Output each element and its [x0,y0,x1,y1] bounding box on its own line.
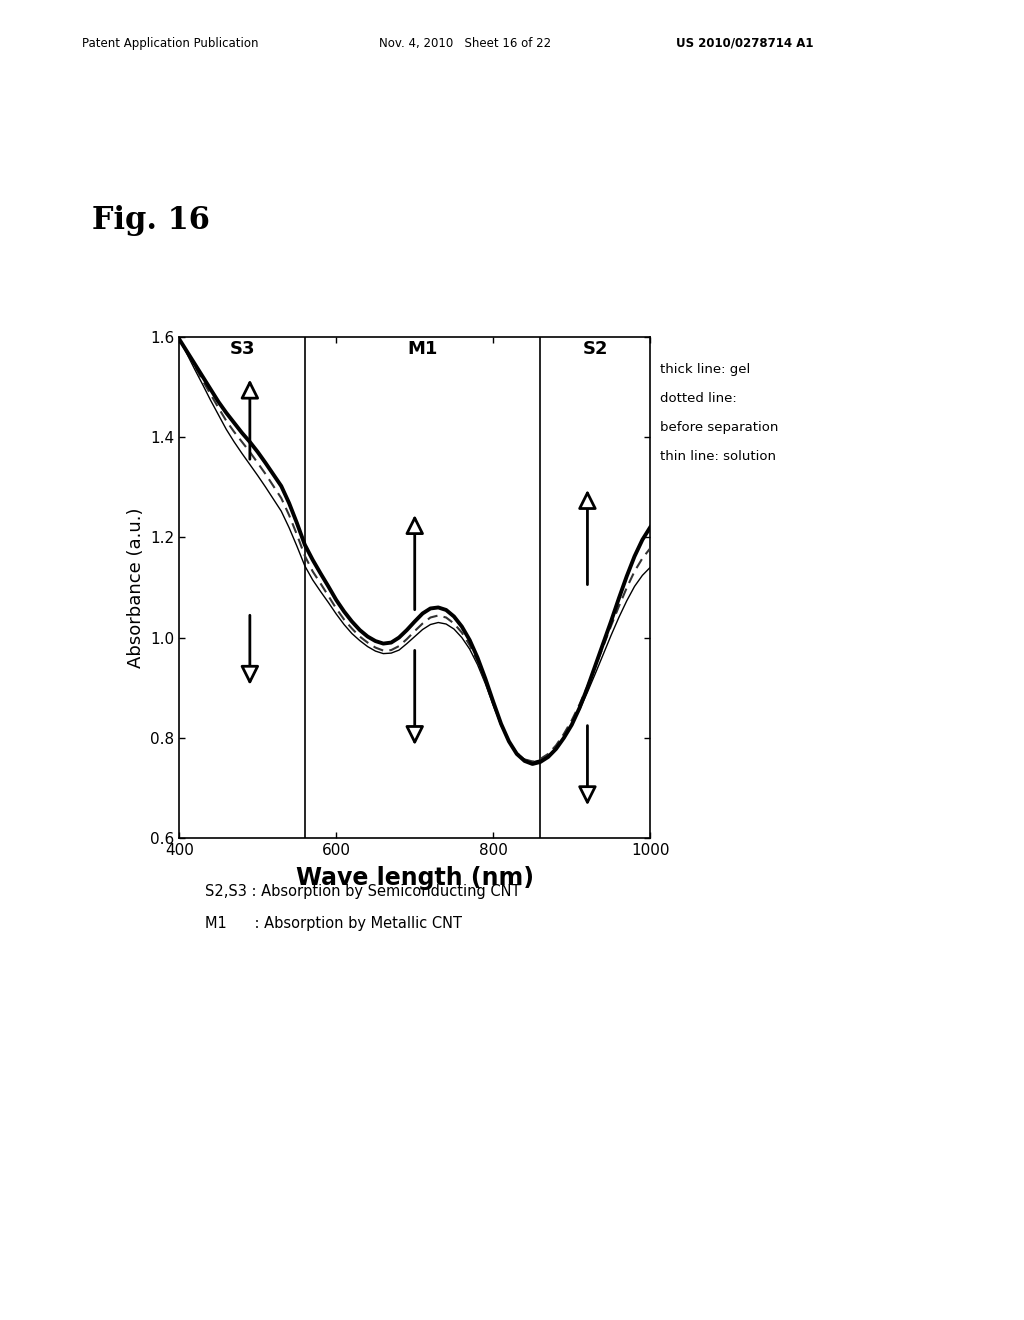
Text: Patent Application Publication: Patent Application Publication [82,37,258,50]
X-axis label: Wave length (nm): Wave length (nm) [296,866,534,891]
Text: thick line: gel: thick line: gel [660,363,751,376]
Text: dotted line:: dotted line: [660,392,737,405]
Y-axis label: Absorbance (a.u.): Absorbance (a.u.) [127,507,144,668]
Text: US 2010/0278714 A1: US 2010/0278714 A1 [676,37,813,50]
Text: S2: S2 [583,341,608,358]
Text: before separation: before separation [660,421,779,434]
Text: Fig. 16: Fig. 16 [92,205,210,235]
Text: M1      : Absorption by Metallic CNT: M1 : Absorption by Metallic CNT [205,916,462,931]
Text: S3: S3 [229,341,255,358]
Text: thin line: solution: thin line: solution [660,450,776,463]
Text: Nov. 4, 2010   Sheet 16 of 22: Nov. 4, 2010 Sheet 16 of 22 [379,37,551,50]
Text: M1: M1 [408,341,437,358]
Text: S2,S3 : Absorption by Semiconducting CNT: S2,S3 : Absorption by Semiconducting CNT [205,884,520,899]
